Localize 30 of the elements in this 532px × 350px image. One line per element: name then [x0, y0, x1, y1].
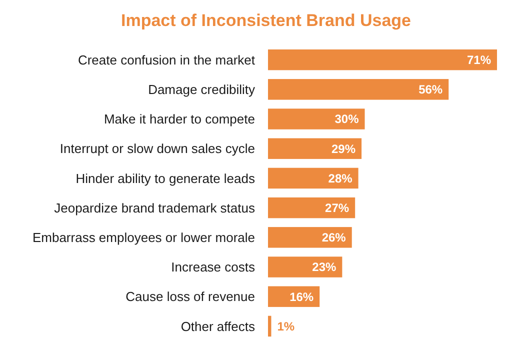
bar	[268, 316, 272, 337]
data-label: 28%	[328, 171, 353, 186]
data-label: 30%	[334, 112, 360, 126]
data-label: 71%	[466, 53, 492, 67]
data-label: 27%	[325, 201, 350, 215]
y-tick-label: Interrupt or slow down sales cycle	[60, 141, 255, 156]
y-tick-label: Hinder ability to generate leads	[76, 170, 256, 186]
bar	[268, 49, 497, 70]
y-tick-label: Increase costs	[171, 260, 256, 275]
data-label: 56%	[418, 82, 443, 97]
data-label: 26%	[322, 230, 346, 245]
y-tick-label: Make it harder to compete	[104, 112, 255, 127]
bar	[268, 168, 358, 189]
y-tick-label: Other affects	[180, 318, 256, 334]
bar	[268, 227, 352, 248]
y-tick-label: Damage credibility	[148, 82, 256, 97]
data-label: 23%	[312, 260, 336, 274]
data-label: 1%	[277, 319, 295, 334]
bar	[268, 108, 365, 130]
bar	[268, 197, 356, 218]
bar	[268, 138, 362, 159]
y-tick-label: Jeopardize brand trademark status	[54, 200, 256, 216]
bar	[268, 256, 342, 278]
data-label: 16%	[290, 290, 314, 304]
y-tick-label: Embarrass employees or lower morale	[32, 230, 255, 245]
bar	[268, 79, 449, 100]
chart-title: Impact of Inconsistent Brand Usage	[121, 11, 411, 30]
y-tick-label: Create confusion in the market	[78, 52, 256, 68]
y-tick-label: Cause loss of revenue	[126, 289, 255, 304]
data-label: 29%	[332, 142, 356, 156]
